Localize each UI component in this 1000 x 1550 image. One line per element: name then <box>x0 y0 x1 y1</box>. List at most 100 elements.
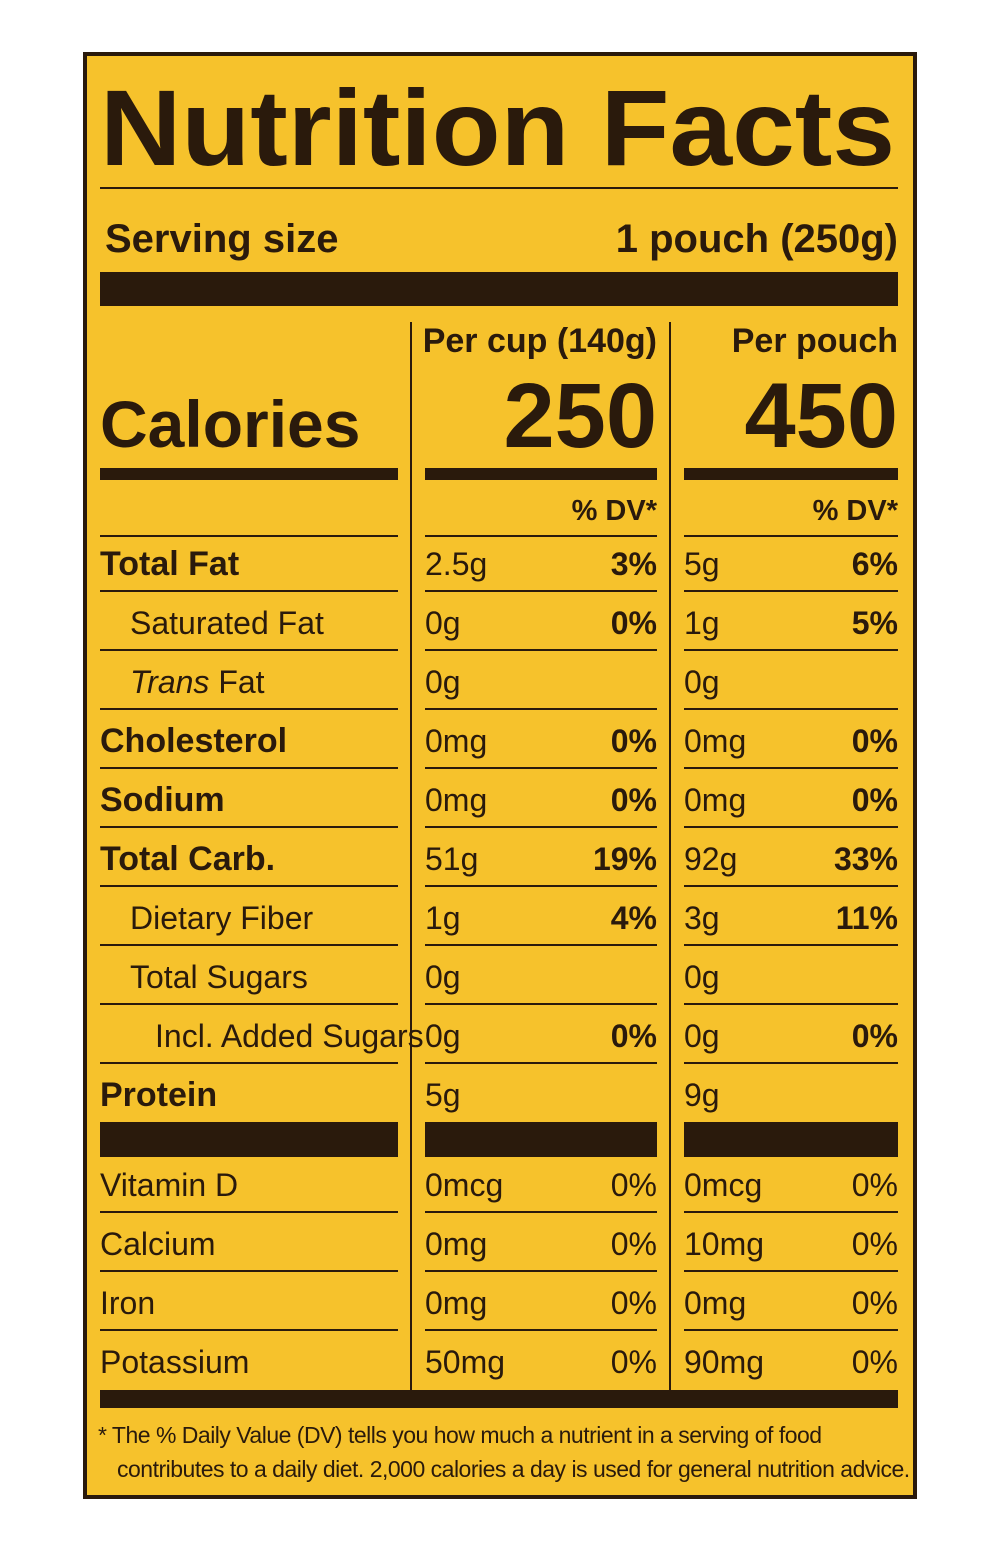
rule <box>684 590 898 592</box>
daily-value: 19% <box>593 841 657 877</box>
rule <box>684 535 898 537</box>
amount: 5g <box>425 1077 461 1113</box>
nutrient-name: Trans Fat <box>130 664 265 700</box>
amount: 0g <box>425 959 461 995</box>
nutrient-name: Dietary Fiber <box>130 900 314 936</box>
calories-value: 450 <box>745 365 899 467</box>
amount: 0mg <box>425 1226 487 1262</box>
amount: 9g <box>684 1077 720 1113</box>
title: Nutrition Facts <box>100 67 895 188</box>
daily-value: 6% <box>852 546 898 582</box>
rule <box>425 468 657 480</box>
calories-label: Calories <box>100 387 360 461</box>
column-header: Per cup (140g) <box>423 322 657 360</box>
rule <box>425 1329 657 1331</box>
rule <box>100 468 398 480</box>
daily-value: 0% <box>611 1285 657 1321</box>
rule <box>425 767 657 769</box>
nutrient-name-text: Sodium <box>100 781 225 819</box>
rule <box>425 1062 657 1064</box>
nutrient-name-text: Saturated Fat <box>130 605 324 641</box>
amount: 0mg <box>425 1285 487 1321</box>
column-divider <box>669 322 671 1390</box>
daily-value: 0% <box>852 1167 898 1203</box>
rule <box>684 1211 898 1213</box>
rule <box>425 826 657 828</box>
rule <box>684 767 898 769</box>
rule <box>684 885 898 887</box>
nutrient-name: Sodium <box>100 781 225 819</box>
nutrient-name: Protein <box>100 1076 217 1114</box>
label-box <box>83 52 917 1499</box>
serving-value: 1 pouch (250g) <box>616 217 898 261</box>
nutrient-name: Total Sugars <box>130 959 308 995</box>
amount: 2.5g <box>425 546 487 582</box>
vitamin-name: Iron <box>100 1285 155 1321</box>
amount: 0g <box>425 1018 461 1054</box>
rule <box>684 1003 898 1005</box>
nutrient-name: Total Fat <box>100 545 239 583</box>
amount: 0g <box>425 664 461 700</box>
dv-header: % DV* <box>813 495 899 527</box>
rule <box>100 1270 398 1272</box>
amount: 10mg <box>684 1226 764 1262</box>
rule <box>684 468 898 480</box>
rule <box>684 708 898 710</box>
dv-header: % DV* <box>572 495 658 527</box>
vitamin-name: Vitamin D <box>100 1167 238 1203</box>
serving-label: Serving size <box>105 217 338 261</box>
rule <box>684 1062 898 1064</box>
nutrient-name-text: Total Sugars <box>130 959 308 995</box>
rule <box>100 708 398 710</box>
column-divider <box>410 322 412 1390</box>
rule <box>425 1211 657 1213</box>
rule <box>100 1062 398 1064</box>
daily-value: 0% <box>611 1167 657 1203</box>
rule <box>100 535 398 537</box>
rule <box>100 1122 398 1157</box>
daily-value: 0% <box>852 782 898 818</box>
rule <box>100 885 398 887</box>
nutrient-name-text: Cholesterol <box>100 722 287 760</box>
rule <box>100 826 398 828</box>
thick-bar <box>100 272 898 306</box>
amount: 5g <box>684 546 720 582</box>
daily-value: 0% <box>852 723 898 759</box>
nutrient-name: Cholesterol <box>100 722 287 760</box>
nutrient-name-text: Protein <box>100 1076 217 1114</box>
nutrient-name-text: Fat <box>218 664 264 700</box>
daily-value: 4% <box>611 900 657 936</box>
amount: 0g <box>425 605 461 641</box>
nutrient-name-text: Incl. Added Sugars <box>155 1018 424 1054</box>
thick-bar <box>100 1390 898 1408</box>
nutrient-name: Total Carb. <box>100 840 275 878</box>
rule <box>684 826 898 828</box>
daily-value: 0% <box>852 1344 898 1380</box>
daily-value: 0% <box>611 723 657 759</box>
rule <box>425 885 657 887</box>
amount: 0g <box>684 1018 720 1054</box>
nutrient-name-text: Dietary Fiber <box>130 900 314 936</box>
footnote: * The % Daily Value (DV) tells you how m… <box>98 1422 910 1482</box>
rule <box>425 649 657 651</box>
amount: 51g <box>425 841 478 877</box>
amount: 3g <box>684 900 720 936</box>
nutrient-name-text: Total Fat <box>100 545 239 583</box>
rule <box>100 944 398 946</box>
rule <box>425 590 657 592</box>
daily-value: 33% <box>834 841 898 877</box>
rule <box>100 767 398 769</box>
daily-value: 0% <box>611 1226 657 1262</box>
amount: 1g <box>425 900 461 936</box>
rule <box>425 1003 657 1005</box>
daily-value: 0% <box>852 1018 898 1054</box>
rule <box>425 535 657 537</box>
rule <box>100 649 398 651</box>
nutrient-name: Saturated Fat <box>130 605 324 641</box>
rule <box>684 1270 898 1272</box>
daily-value: 0% <box>611 1018 657 1054</box>
amount: 1g <box>684 605 720 641</box>
rule <box>425 1122 657 1157</box>
amount: 0mg <box>684 1285 746 1321</box>
